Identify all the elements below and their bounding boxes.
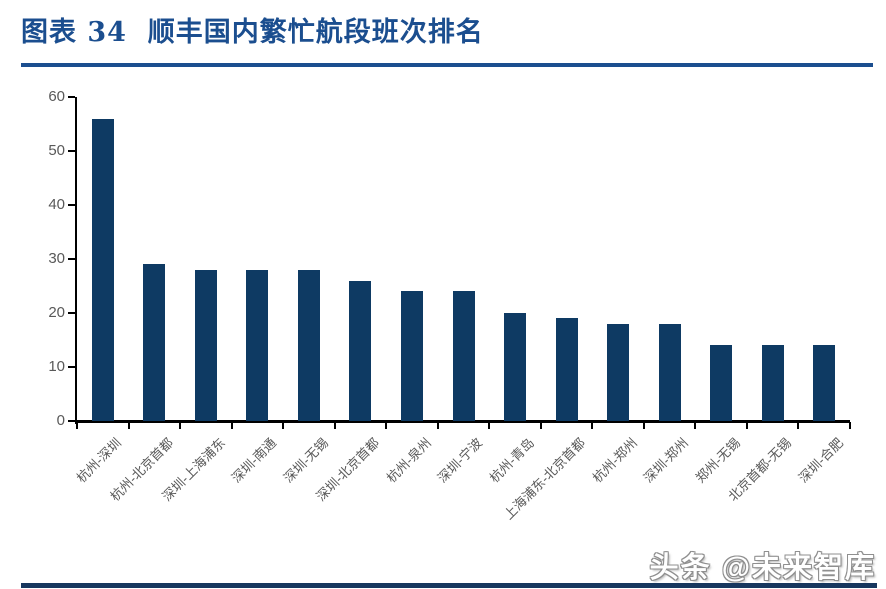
bar [143, 264, 166, 421]
bar [452, 291, 475, 421]
x-axis-tick [76, 422, 78, 429]
x-axis-tick [230, 422, 233, 429]
x-axis-label: 深圳-宁波 [434, 435, 486, 486]
y-axis-tick-label: 0 [56, 412, 65, 429]
x-axis-tick [539, 422, 542, 429]
y-axis-tick [68, 204, 75, 206]
bar [710, 345, 733, 421]
x-axis-label: 深圳-郑州 [640, 435, 692, 486]
bar [194, 270, 217, 421]
bar [813, 345, 836, 421]
x-axis-tick [642, 422, 645, 429]
x-axis-tick [333, 422, 336, 429]
y-axis-tick [68, 420, 75, 422]
watermark: 头条 @未来智库 [649, 552, 876, 584]
title-underline [21, 63, 873, 67]
y-axis-line [75, 97, 77, 424]
bar [658, 324, 681, 421]
y-axis-tick [68, 258, 75, 260]
x-axis-label: 杭州-泉州 [383, 435, 434, 486]
y-axis-tick-label: 60 [48, 88, 65, 105]
x-axis-tick [797, 422, 800, 429]
x-axis-label: 深圳-合肥 [795, 435, 846, 486]
x-axis-tick [436, 422, 439, 429]
y-axis-tick [68, 366, 75, 368]
x-axis-tick [591, 422, 594, 429]
bar [555, 318, 578, 421]
x-axis-tick [694, 422, 697, 429]
x-axis-tick [488, 422, 491, 429]
bar [297, 270, 320, 421]
y-axis-tick [68, 312, 75, 314]
bar [349, 281, 372, 421]
x-axis-tick [849, 422, 851, 429]
bar [607, 324, 630, 421]
bar [400, 291, 423, 421]
x-axis-tick [179, 422, 182, 429]
bar [246, 270, 269, 421]
y-axis-tick-label: 40 [48, 196, 65, 213]
x-axis-tick [385, 422, 388, 429]
x-axis-tick [127, 422, 130, 429]
y-axis-tick-label: 30 [48, 250, 65, 267]
x-axis-label: 杭州-郑州 [589, 435, 640, 486]
y-axis-tick-label: 20 [48, 304, 65, 321]
bar [761, 345, 784, 421]
x-axis-tick [282, 422, 285, 429]
x-axis-label: 深圳-南通 [228, 435, 280, 486]
y-axis-tick [68, 150, 75, 152]
figure-title: 图表 34 顺丰国内繁忙航段班次排名 [21, 17, 484, 48]
y-axis-tick-label: 10 [48, 358, 65, 375]
bar [504, 313, 527, 421]
bar [91, 119, 114, 421]
x-axis-line [75, 420, 850, 423]
bottom-divider [21, 583, 877, 588]
y-axis-tick-label: 50 [48, 142, 65, 159]
y-axis-tick [68, 96, 75, 98]
x-axis-tick [745, 422, 748, 429]
